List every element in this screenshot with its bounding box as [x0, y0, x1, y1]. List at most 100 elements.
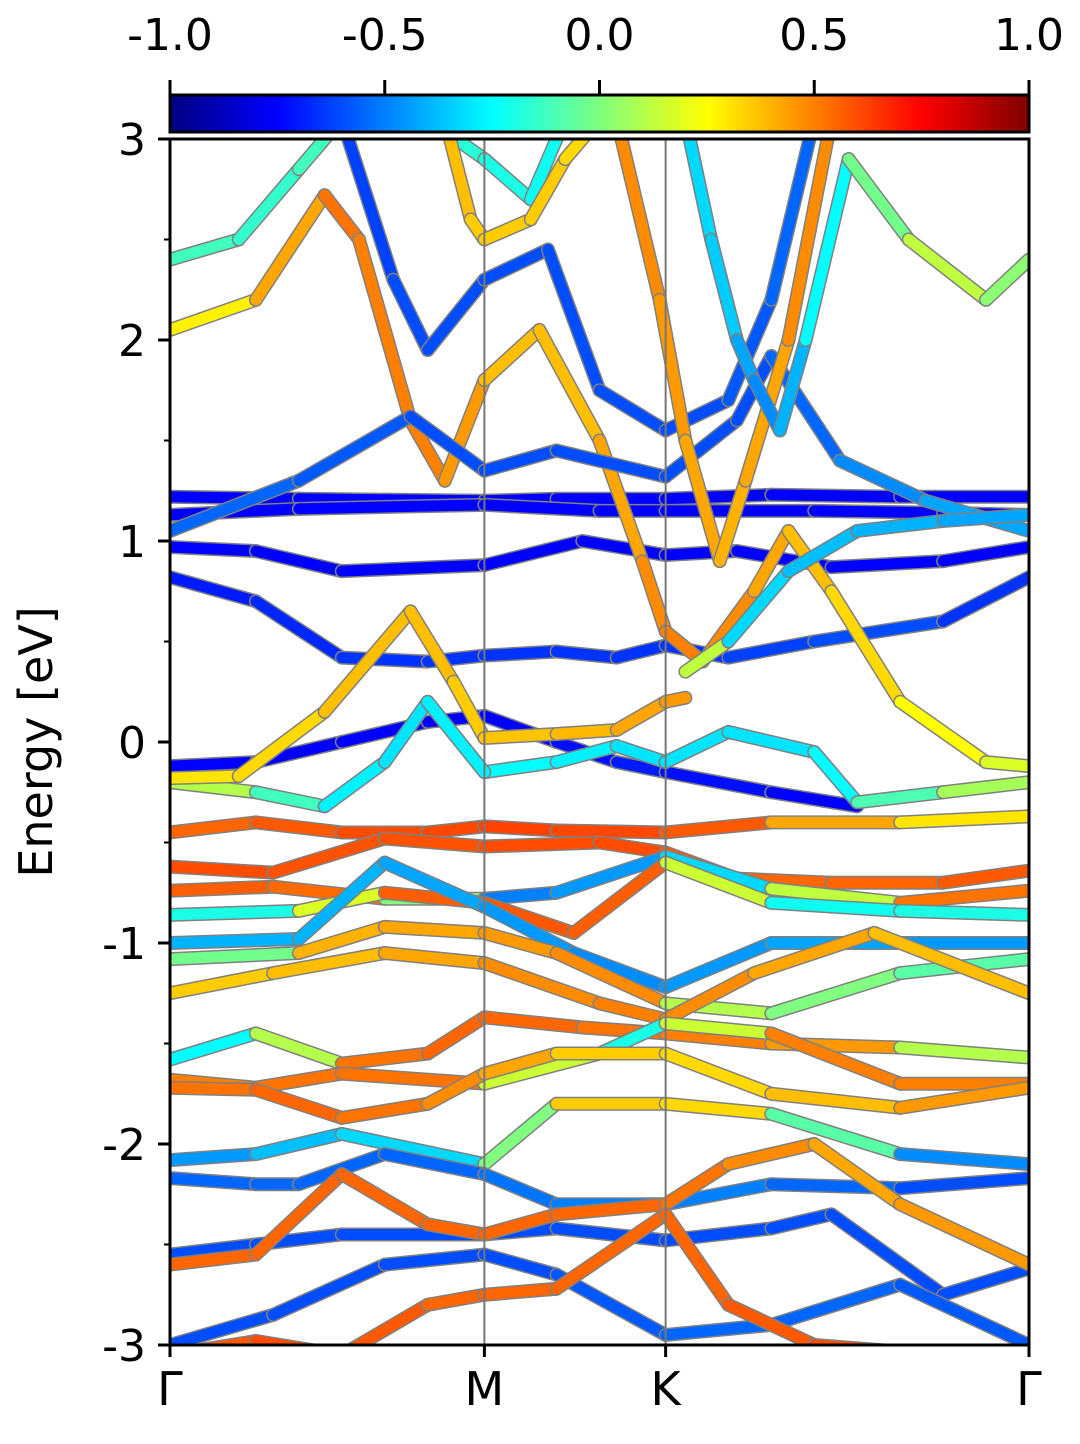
y-tick-label: 1 — [118, 517, 146, 568]
band-21-segment — [170, 933, 305, 949]
band-31-segment — [379, 1249, 490, 1271]
band-32-segment — [722, 1299, 820, 1345]
band-30-segment — [660, 1158, 734, 1210]
band-15-segment — [843, 153, 915, 245]
band-18-segment — [267, 832, 391, 879]
band-10-segment — [765, 139, 816, 306]
band-16-segment — [937, 509, 1029, 527]
band-23-segment — [868, 927, 1029, 999]
band-23-segment — [478, 957, 605, 1009]
band-29-segment — [937, 1263, 1029, 1301]
band-7-segment — [611, 696, 672, 736]
y-tick-label: 0 — [118, 718, 146, 769]
band-17-segment — [170, 816, 262, 838]
band-30-segment — [170, 1249, 262, 1271]
band-32-segment — [197, 1335, 262, 1345]
band-14-segment — [654, 294, 691, 446]
band-17-segment — [894, 810, 1029, 828]
band-4-segment — [660, 766, 777, 798]
band-27-segment — [478, 1098, 563, 1170]
band-7-segment — [551, 724, 623, 740]
band-18-segment — [594, 837, 672, 859]
band-25-segment — [250, 1068, 348, 1094]
band-32-segment — [808, 1339, 885, 1345]
band-13-segment — [478, 213, 537, 245]
band-16-segment — [851, 515, 949, 537]
band-18-segment — [478, 837, 605, 853]
band-15-segment — [731, 334, 760, 386]
colorbar-tick-label: 1.0 — [994, 10, 1064, 61]
band-17-segment — [551, 824, 672, 838]
band-11-segment — [834, 455, 932, 507]
band-29-segment — [825, 1208, 949, 1301]
band-7-segment — [405, 605, 459, 688]
y-axis-label: Energy [eV] — [9, 606, 63, 877]
band-26-segment — [422, 1068, 490, 1110]
band-2-segment — [825, 555, 949, 573]
band-31-segment — [660, 1319, 777, 1341]
band-31-segment — [267, 1259, 391, 1321]
band-9-segment — [405, 414, 451, 487]
band-15-segment — [684, 139, 717, 245]
band-28-segment — [379, 1148, 490, 1180]
y-tick-label: -2 — [102, 1120, 146, 1171]
band-19-segment — [551, 851, 672, 899]
band-32-segment — [250, 1335, 315, 1345]
band-20-segment — [660, 857, 777, 909]
band-26-segment — [336, 1098, 434, 1124]
high-symmetry-lines — [483, 139, 667, 1345]
band-28-segment — [478, 1168, 563, 1210]
band-9-segment — [170, 294, 262, 336]
band-23-segment — [379, 947, 490, 969]
band-19-segment — [170, 881, 279, 897]
band-19-segment — [765, 883, 906, 909]
band-9-segment — [825, 585, 906, 708]
band-14-segment — [782, 139, 834, 346]
band-9-segment — [894, 696, 992, 768]
band-12-segment — [525, 139, 563, 205]
x-tick-label: Γ — [1016, 1362, 1042, 1416]
band-segment-outline — [807, 1338, 905, 1345]
band-27-segment — [765, 1108, 906, 1160]
band-29-segment — [170, 1239, 262, 1261]
colorbar: -1.0 -0.5 0.0 0.5 1.0 — [127, 10, 1064, 134]
band-10-segment — [478, 244, 554, 286]
band-24-segment — [170, 1027, 262, 1066]
band-1-segment — [478, 499, 605, 517]
band-10-segment — [722, 294, 777, 406]
band-5-segment — [937, 776, 1029, 798]
band-11-segment — [293, 410, 417, 487]
band-4-segment — [611, 756, 672, 778]
band-22-segment — [551, 947, 672, 1009]
band-7-segment — [319, 605, 417, 718]
band-3-segment — [170, 571, 262, 607]
band-18-segment — [937, 865, 1029, 889]
band-3-segment — [478, 646, 563, 662]
band-3-segment — [722, 636, 820, 664]
band-11-segment — [170, 475, 305, 537]
band-3-segment — [611, 640, 672, 664]
band-17-segment — [478, 820, 563, 836]
y-axis-ticks: -3 -2 -1 0 1 2 3 — [102, 115, 170, 1372]
band-26-segment — [478, 1048, 563, 1080]
band-21-segment — [568, 947, 672, 993]
band-30-segment — [250, 1168, 348, 1261]
band-4-segment — [170, 756, 262, 772]
colorbar-tick-label: -1.0 — [127, 10, 213, 61]
band-4-segment — [765, 786, 863, 812]
band-30-segment — [894, 1198, 1029, 1271]
band-24-segment — [478, 1011, 588, 1033]
band-15-segment — [800, 153, 855, 346]
band-6-segment — [379, 696, 434, 768]
colorbar-tick-label: 0.0 — [565, 10, 635, 61]
band-2-segment — [250, 545, 348, 577]
band-lines — [170, 139, 1029, 1345]
band-2-segment — [937, 541, 1029, 567]
band-32-segment — [660, 1208, 734, 1311]
band-26-segment — [894, 1082, 1029, 1114]
band-5-segment — [551, 740, 623, 768]
band-20-segment — [568, 857, 672, 939]
band-3-segment — [937, 571, 1029, 627]
band-27-segment — [660, 1098, 777, 1120]
